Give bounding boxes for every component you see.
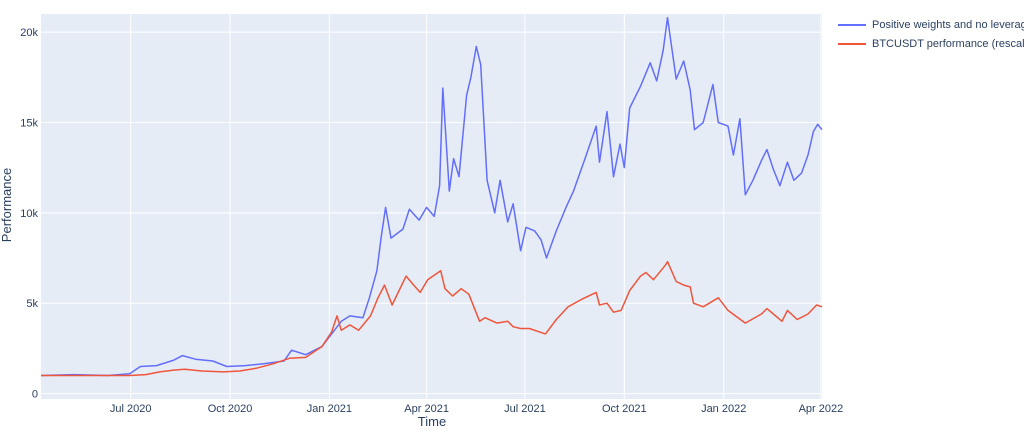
x-tick-label: Oct 2020: [208, 403, 253, 415]
legend-swatch-btcusdt: [838, 42, 866, 45]
y-tick-label: 15k: [20, 117, 38, 129]
legend-item-btcusdt[interactable]: BTCUSDT performance (rescaled): [838, 34, 1024, 53]
grid-lines: [41, 14, 822, 399]
legend-label-btcusdt: BTCUSDT performance (rescaled): [872, 37, 1024, 50]
legend: Positive weights and no leverage BTCUSDT…: [838, 15, 1024, 53]
series-lines: [40, 16, 823, 377]
y-tick-label: 0: [32, 389, 38, 401]
y-axis-ticks: 0 5k 10k 15k 20k: [20, 27, 38, 401]
x-axis-ticks: Jul 2020 Oct 2020 Jan 2021 Apr 2021 Jul 2021…: [110, 403, 843, 415]
legend-swatch-positive-weights: [838, 23, 866, 26]
legend-label-positive-weights: Positive weights and no leverage: [872, 18, 1024, 31]
x-tick-label: Jul 2020: [110, 403, 152, 415]
series-line-positive-weights: [40, 16, 823, 377]
x-axis-title: Time: [418, 414, 446, 429]
series-line-btcusdt: [41, 260, 823, 377]
x-tick-label: Apr 2021: [404, 403, 449, 415]
plot-area: [41, 14, 822, 399]
y-tick-label: 5k: [26, 298, 38, 310]
legend-item-positive-weights[interactable]: Positive weights and no leverage: [838, 15, 1024, 34]
x-tick-label: Apr 2022: [799, 403, 844, 415]
x-tick-label: Jan 2022: [701, 403, 746, 415]
x-tick-label: Jan 2021: [307, 403, 352, 415]
y-tick-label: 10k: [20, 208, 38, 220]
y-tick-label: 20k: [20, 27, 38, 39]
y-axis-title: Performance: [0, 168, 14, 242]
x-tick-label: Oct 2021: [602, 403, 647, 415]
x-tick-label: Jul 2021: [504, 403, 546, 415]
